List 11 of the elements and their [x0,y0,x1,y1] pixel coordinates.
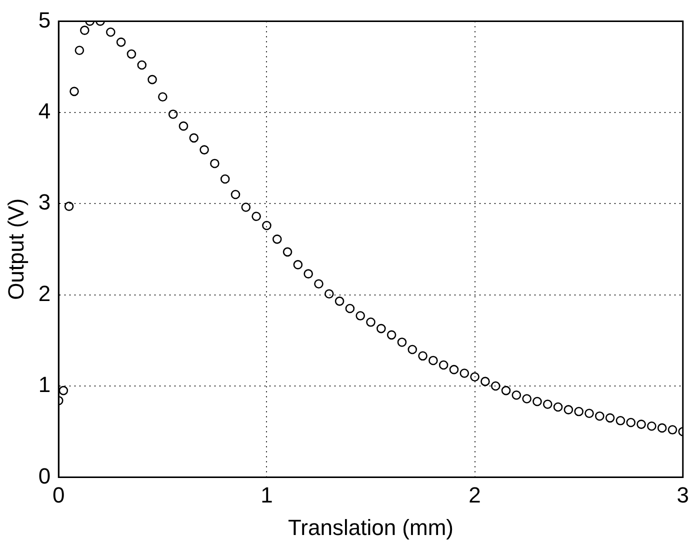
y-tick-label: 1 [38,372,51,398]
y-tick-label: 2 [38,280,51,306]
x-tick-label: 3 [676,482,690,508]
x-tick-label: 2 [468,482,481,508]
y-tick-label: 5 [38,7,51,32]
y-axis-title: Output (V) [3,198,28,300]
x-tick-label: 1 [260,482,273,508]
x-axis-title: Translation (mm) [288,514,454,540]
y-tick-label: 0 [38,463,51,488]
y-tick-label: 3 [38,190,51,215]
y-tick-label: 4 [38,98,51,124]
